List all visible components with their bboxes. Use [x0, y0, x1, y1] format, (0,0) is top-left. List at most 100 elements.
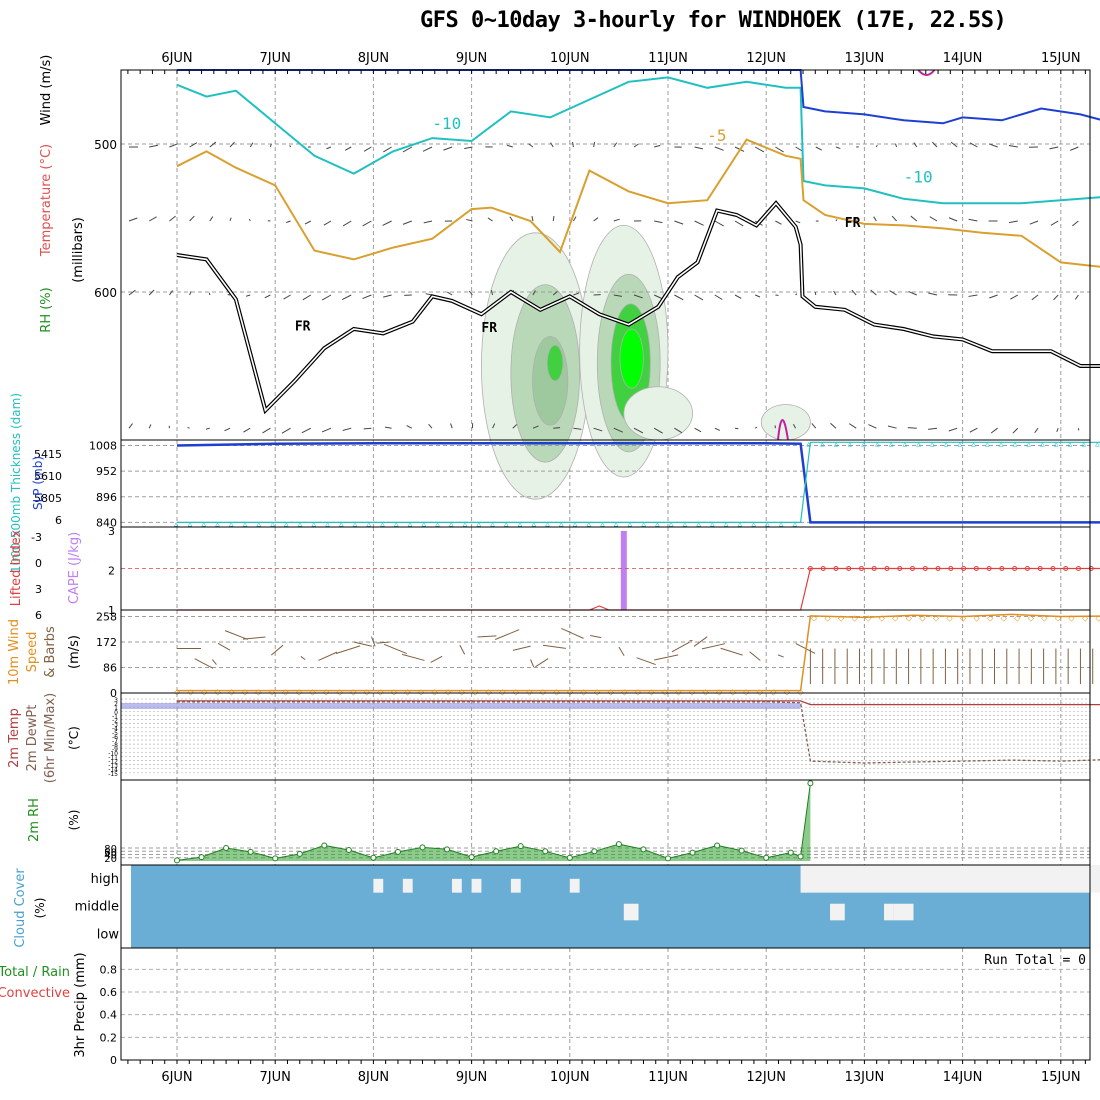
surface-wind-barb: [749, 651, 761, 661]
upper-wind-barb: [835, 219, 838, 222]
upper-wind-barb: [633, 143, 639, 148]
cloud-high-block: [800, 865, 1100, 893]
wind-speed-marker: ◇: [540, 688, 547, 697]
wind-speed-marker: ◇: [892, 614, 899, 623]
thickness-marker: ▵: [559, 519, 564, 529]
date-label-bottom: 9JUN: [456, 1070, 487, 1085]
upper-wind-barb: [815, 146, 822, 151]
thickness-marker: ▵: [490, 519, 495, 529]
wind-barbs-axis-label: & Barbs: [43, 626, 58, 678]
upper-wind-barb: [363, 427, 372, 430]
surface-wind-barb: [194, 658, 214, 669]
upper-wind-barb: [887, 425, 897, 429]
upper-wind-barb: [734, 220, 744, 227]
wind-speed-marker: ◇: [269, 688, 276, 697]
date-label-bottom: 13JUN: [845, 1070, 885, 1085]
rh-shading: [619, 328, 644, 389]
upper-wind-barb: [289, 145, 292, 148]
rh2m-point: [566, 854, 573, 861]
wind-speed-marker: ◇: [1014, 614, 1021, 623]
slp-series-line: [177, 441, 1100, 524]
wind-speed-axis-label: Speed: [25, 632, 40, 673]
wind-speed-marker: ◇: [391, 688, 398, 697]
contour-label: -10: [904, 167, 933, 186]
wind-speed-marker: ◇: [486, 688, 493, 697]
surface-wind-barb: [318, 651, 338, 661]
upper-wind-barb: [868, 424, 877, 429]
temp-tick-label: -3: [112, 722, 118, 729]
surface-wind-barb: [720, 647, 743, 656]
upper-wind-barb: [633, 294, 643, 299]
upper-wind-barb: [1070, 146, 1079, 151]
upper-wind-barb: [341, 294, 352, 300]
panel-frame: [120, 947, 1091, 1061]
wind-speed-marker: ◇: [567, 688, 574, 697]
upper-wind-barb: [362, 220, 372, 227]
contour-label: FR: [845, 216, 861, 231]
rh2m-point: [174, 857, 180, 864]
upper-wind-barb: [1074, 294, 1079, 300]
slp-axis-label: SLP (mb): [31, 456, 45, 510]
thickness-marker: ▵: [724, 519, 729, 529]
precip-tick-label: 0: [110, 1054, 117, 1067]
surface-wind-barb: [654, 654, 679, 661]
thickness-marker: ▵: [614, 519, 619, 529]
cape-axis-label: CAPE (J/kg): [67, 532, 82, 604]
upper-wind-barb: [755, 294, 761, 298]
rh2m-point: [542, 848, 549, 855]
wind-speed-marker: ◇: [513, 688, 520, 697]
thickness-marker: ▵: [243, 519, 248, 529]
thickness-marker: ▵: [861, 439, 866, 449]
upper-wind-barb: [875, 144, 878, 148]
wind-speed-marker: ◇: [418, 688, 425, 697]
upper-wind-barb: [249, 142, 254, 148]
date-label-bottom: 14JUN: [943, 1070, 983, 1085]
surface-wind-barb: [477, 635, 497, 638]
upper-wind-barb: [512, 424, 518, 429]
rh2m-point: [198, 854, 205, 861]
surface-wind-barb: [224, 630, 248, 640]
surface-wind-barb: [430, 655, 443, 663]
thickness-marker: ▵: [188, 519, 193, 529]
upper-wind-barb: [1008, 144, 1018, 148]
cape-tick-label: 2: [108, 564, 115, 577]
date-label-top: 12JUN: [746, 51, 786, 66]
upper-wind-barb: [128, 423, 133, 429]
upper-wind-barb: [344, 146, 352, 151]
surface-wind-barb: [777, 654, 784, 658]
upper-wind-barb: [968, 294, 978, 297]
thickness-tick-label: 5415: [34, 448, 62, 461]
thickness-marker: ▵: [298, 519, 303, 529]
thickness-marker: ▵: [669, 519, 674, 529]
upper-wind-barb: [189, 142, 198, 148]
thickness-marker: ▵: [463, 519, 468, 529]
thickness-marker: ▵: [201, 519, 206, 529]
thickness-marker: ▵: [683, 519, 688, 529]
wind-unit-label: (m/s): [67, 635, 82, 669]
temp-tick-label: 0: [114, 709, 118, 716]
wind-speed-marker: ◇: [201, 688, 208, 697]
rh2m-point: [787, 849, 794, 856]
rh-tick-label: 40: [104, 851, 117, 862]
upper-wind-barb: [322, 294, 332, 301]
wind-speed-marker: ◇: [703, 688, 710, 697]
surface-wind-barb: [270, 644, 284, 656]
thickness-marker: ▵: [1068, 439, 1073, 449]
li-marker: [1024, 566, 1030, 571]
rh2m-point: [797, 853, 804, 860]
upper-wind-barb: [1053, 294, 1059, 301]
li-tick-label: 6: [35, 609, 42, 622]
wind-speed-marker: ◇: [960, 614, 967, 623]
temp-unit-label: (°C): [67, 726, 81, 750]
cloud-middle-block: [830, 903, 845, 921]
surface-wind-barb: [530, 659, 535, 668]
rh-shading: [760, 404, 811, 441]
cloud-axis-label: Cloud Cover: [13, 868, 28, 948]
li-marker: [833, 566, 839, 571]
wind-speed-marker: ◇: [1068, 614, 1075, 623]
rh2m-point: [738, 847, 745, 854]
date-label-bottom: 6JUN: [161, 1070, 192, 1085]
upper-wind-barb: [894, 143, 898, 148]
thickness-marker: ▵: [325, 519, 330, 529]
